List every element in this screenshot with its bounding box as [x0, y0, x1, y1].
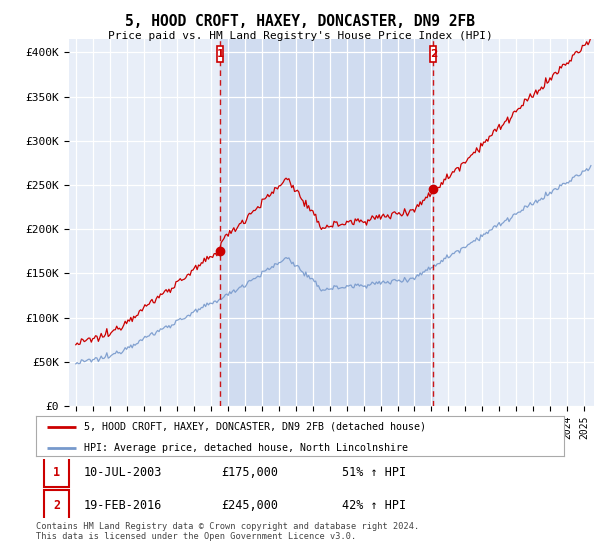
Bar [220, 39, 433, 406]
Text: £175,000: £175,000 [221, 465, 278, 479]
Text: 1: 1 [53, 465, 60, 479]
Text: 19-FEB-2016: 19-FEB-2016 [83, 498, 162, 512]
FancyBboxPatch shape [430, 46, 436, 62]
Text: 2: 2 [53, 498, 60, 512]
Text: 5, HOOD CROFT, HAXEY, DONCASTER, DN9 2FB: 5, HOOD CROFT, HAXEY, DONCASTER, DN9 2FB [125, 14, 475, 29]
Text: 2: 2 [430, 49, 437, 59]
Text: 10-JUL-2003: 10-JUL-2003 [83, 465, 162, 479]
Text: £245,000: £245,000 [221, 498, 278, 512]
Text: Contains HM Land Registry data © Crown copyright and database right 2024.
This d: Contains HM Land Registry data © Crown c… [36, 522, 419, 542]
Text: HPI: Average price, detached house, North Lincolnshire: HPI: Average price, detached house, Nort… [83, 442, 407, 452]
FancyBboxPatch shape [44, 490, 69, 520]
Text: 1: 1 [217, 49, 224, 59]
Text: 42% ↑ HPI: 42% ↑ HPI [342, 498, 406, 512]
FancyBboxPatch shape [44, 457, 69, 487]
Text: 51% ↑ HPI: 51% ↑ HPI [342, 465, 406, 479]
Text: Price paid vs. HM Land Registry's House Price Index (HPI): Price paid vs. HM Land Registry's House … [107, 31, 493, 41]
FancyBboxPatch shape [217, 46, 223, 62]
Text: 5, HOOD CROFT, HAXEY, DONCASTER, DN9 2FB (detached house): 5, HOOD CROFT, HAXEY, DONCASTER, DN9 2FB… [83, 422, 425, 432]
